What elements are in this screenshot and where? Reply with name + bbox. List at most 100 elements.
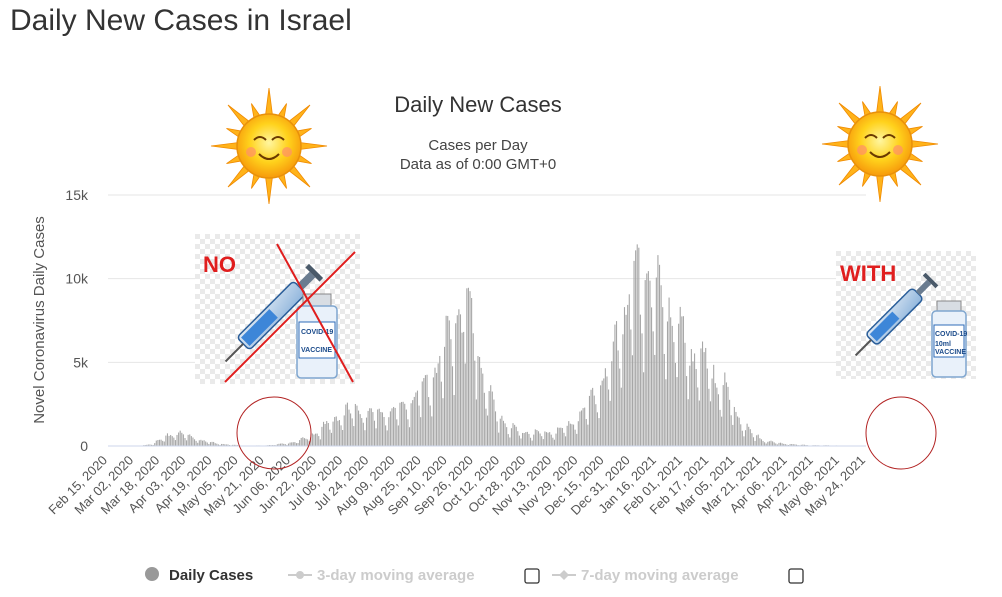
bar [494,411,497,446]
bar [451,366,454,446]
bar [163,441,165,446]
checkbox-7-day[interactable] [788,568,804,584]
bar [343,415,345,446]
bar [542,439,544,446]
bar [729,399,731,446]
bar [475,399,477,446]
y-tick-label: 15k [65,187,89,203]
bar [740,424,742,446]
bar [539,433,541,446]
bar [297,443,299,446]
bar [488,391,490,446]
legend-item-7-day-average[interactable]: 7-day moving average [552,567,739,584]
bar [461,332,463,446]
bar [563,432,565,446]
bar [445,315,447,446]
bar [334,417,336,446]
bar [485,408,487,446]
bar [751,433,753,446]
bar [208,443,210,446]
bar [225,444,227,446]
bar [472,333,474,446]
checkbox-3-day[interactable] [524,568,540,584]
bar [307,439,309,446]
bar [746,423,748,446]
bar [592,387,594,446]
bar [537,431,540,446]
bar [670,317,672,446]
bar [571,424,573,446]
bar [786,444,788,446]
bar [219,444,221,446]
bar [598,418,600,446]
bar [315,433,317,446]
bar [627,304,629,446]
bar [276,444,278,446]
bar [149,444,151,446]
bar [555,433,557,446]
bar [791,444,793,446]
bar [700,348,702,446]
bar [646,273,648,446]
bar [509,437,511,446]
bar [794,444,796,446]
bar [477,356,479,446]
bar [802,444,804,446]
bar [652,331,654,446]
bar [635,250,637,446]
bar [227,444,229,446]
bar [499,418,501,446]
bar [536,429,538,446]
legend-item-3-day-average[interactable]: 3-day moving average [288,567,475,584]
bar [604,368,606,446]
bar [471,297,473,446]
bar [176,434,178,446]
bar [615,321,618,446]
bar [281,443,283,446]
bar [701,341,704,446]
bar [727,386,729,446]
bar [737,416,739,446]
bar [622,334,624,446]
bar [547,432,549,446]
y-axis-label: Novel Coronavirus Daily Cases [31,216,48,424]
bar [318,436,320,446]
bar [211,441,213,446]
bar [321,426,323,446]
bar [518,435,520,446]
bar [184,438,186,446]
bar [224,444,226,446]
y-tick-label: 0 [80,438,88,454]
bar [721,416,723,446]
bar [147,444,149,446]
bar [514,424,516,446]
bar [463,331,465,446]
legend-item-daily-cases[interactable]: Daily Cases [145,567,253,584]
bar [329,429,331,446]
bar [662,307,664,446]
bar [733,406,735,446]
bar [458,309,460,446]
bar [784,444,786,446]
bar [716,387,718,446]
vaccine-vial-icon: COVID-19 VACCINE [296,293,338,379]
bar [601,380,603,446]
bar [232,444,234,446]
bar [587,424,589,446]
bar [717,394,719,446]
bar [313,434,315,446]
bar [299,440,301,446]
bar [154,443,156,446]
bar [189,434,191,446]
bar [803,444,805,446]
bar [668,297,670,446]
bar [278,443,280,446]
y-tick-label: 5k [73,354,89,370]
bar [631,355,633,446]
bar [681,316,683,446]
bar [354,403,356,446]
bar [286,444,288,446]
bar [173,437,175,446]
bar [684,342,686,446]
bar [666,321,669,446]
